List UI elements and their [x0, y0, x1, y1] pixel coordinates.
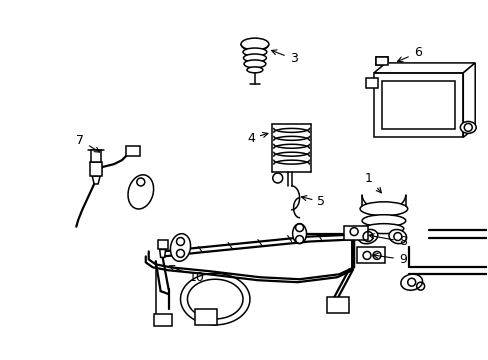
Bar	[91, 150, 101, 162]
Circle shape	[463, 123, 471, 131]
Bar	[373, 73, 462, 137]
Text: 9: 9	[372, 253, 406, 266]
Ellipse shape	[358, 229, 377, 244]
Ellipse shape	[128, 175, 153, 209]
Ellipse shape	[364, 224, 403, 234]
Ellipse shape	[244, 60, 265, 68]
Ellipse shape	[388, 229, 406, 244]
Bar	[366, 78, 377, 88]
Text: 10: 10	[169, 266, 204, 284]
Bar	[326, 297, 348, 313]
Bar	[195, 309, 217, 325]
Ellipse shape	[361, 215, 405, 227]
Text: 2: 2	[0, 359, 1, 360]
Ellipse shape	[400, 274, 422, 290]
Polygon shape	[373, 63, 474, 73]
Bar	[157, 239, 167, 249]
Ellipse shape	[243, 48, 266, 56]
Ellipse shape	[459, 121, 475, 133]
Text: 7: 7	[76, 134, 100, 152]
Bar	[153, 314, 171, 326]
Polygon shape	[462, 63, 474, 137]
Ellipse shape	[243, 54, 266, 62]
Bar	[356, 247, 384, 264]
Ellipse shape	[246, 67, 263, 73]
Bar	[126, 146, 140, 156]
Polygon shape	[160, 249, 165, 257]
Bar	[90, 162, 102, 176]
Text: 5: 5	[301, 195, 325, 208]
Ellipse shape	[241, 38, 268, 50]
Ellipse shape	[359, 202, 407, 216]
Bar	[381, 81, 454, 129]
Text: 6: 6	[397, 46, 421, 62]
Polygon shape	[92, 176, 100, 184]
Text: 8: 8	[368, 234, 406, 248]
Ellipse shape	[292, 224, 306, 243]
Circle shape	[272, 173, 282, 183]
Text: 4: 4	[246, 132, 267, 145]
Text: 3: 3	[271, 50, 297, 66]
Ellipse shape	[170, 234, 190, 261]
Text: 1: 1	[365, 171, 381, 193]
Bar	[344, 226, 367, 239]
Bar	[375, 57, 387, 65]
